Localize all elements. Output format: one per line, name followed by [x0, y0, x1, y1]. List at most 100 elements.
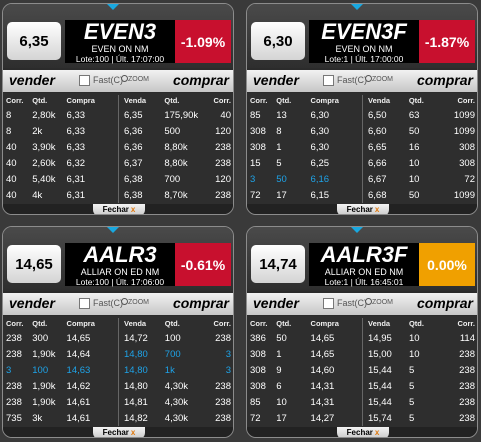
table-row[interactable]: 15,74 5 238: [364, 410, 477, 426]
table-cell: 72: [250, 412, 261, 424]
table-row[interactable]: 308 8 6,30: [247, 123, 361, 139]
column-header: Corr.: [213, 318, 231, 328]
zoom-icon[interactable]: [365, 298, 372, 305]
buy-button[interactable]: comprar: [172, 295, 229, 311]
close-button[interactable]: Fechar x: [337, 204, 389, 214]
table-row[interactable]: 15,44 5 238: [364, 394, 477, 410]
panel-footer: Fechar x: [3, 427, 233, 437]
table-row[interactable]: 6,60 50 1099: [364, 123, 477, 139]
table-row[interactable]: 14,80 4,30k 238: [120, 378, 233, 394]
sell-button[interactable]: vender: [253, 295, 299, 311]
table-row[interactable]: 14,81 4,30k 238: [120, 394, 233, 410]
table-row[interactable]: 85 13 6,30: [247, 107, 361, 123]
fast-label: Fast(C): [337, 298, 367, 308]
change-percent: 0.00%: [419, 243, 475, 286]
table-row[interactable]: 14,72 100 238: [120, 330, 233, 346]
table-cell: 14,95: [368, 332, 392, 344]
close-button[interactable]: Fechar x: [337, 427, 389, 437]
table-row[interactable]: 6,37 8,80k 238: [120, 155, 233, 171]
column-divider: [118, 95, 119, 203]
table-row[interactable]: 6,50 63 1099: [364, 107, 477, 123]
table-row[interactable]: 6,35 175,90k 40: [120, 107, 233, 123]
column-header: Venda: [124, 318, 147, 328]
table-row[interactable]: 238 1,90k 14,61: [3, 394, 117, 410]
table-row[interactable]: 308 1 14,65: [247, 346, 361, 362]
buy-button[interactable]: comprar: [416, 72, 473, 88]
table-cell: 15,00: [368, 348, 392, 360]
close-button[interactable]: Fechar x: [93, 204, 145, 214]
table-row[interactable]: 8 2k 6,33: [3, 123, 117, 139]
table-cell: 8: [276, 125, 282, 137]
table-row[interactable]: 40 4k 6,31: [3, 187, 117, 203]
bid-table: Corr. Qtd. Compra 85 13 6,30 308 8 6,30 308 1 6,30 1…: [247, 93, 361, 203]
table-row[interactable]: 15,44 5 238: [364, 362, 477, 378]
fast-checkbox[interactable]: [79, 75, 90, 86]
table-cell: 238: [6, 396, 22, 408]
table-row[interactable]: 3 50 6,16: [247, 171, 361, 187]
fast-checkbox[interactable]: [79, 298, 90, 309]
table-row[interactable]: 72 17 14,27: [247, 410, 361, 426]
zoom-icon[interactable]: [365, 75, 372, 82]
table-row[interactable]: 40 2,60k 6,32: [3, 155, 117, 171]
zoom-label[interactable]: ZOOM: [128, 76, 149, 83]
table-row[interactable]: 6,38 700 120: [120, 171, 233, 187]
sell-button[interactable]: vender: [9, 72, 55, 88]
buy-button[interactable]: comprar: [172, 72, 229, 88]
table-row[interactable]: 735 3k 14,61: [3, 410, 117, 426]
table-row[interactable]: 15,44 5 238: [364, 378, 477, 394]
table-cell: 50: [408, 125, 420, 137]
order-bar: vender Fast(C) ZOOM comprar: [247, 293, 477, 315]
table-row[interactable]: 308 6 14,31: [247, 378, 361, 394]
ask-side: Venda Qtd. Corr. 6,50 63 1099 6,60 50 1099 6,65 16…: [364, 93, 477, 205]
table-row[interactable]: 6,66 10 308: [364, 155, 477, 171]
table-row[interactable]: 14,82 4,30k 238: [120, 410, 233, 426]
ask-table: Venda Qtd. Corr. 14,95 10 114 15,00 10 238 15,44 5…: [364, 316, 477, 426]
drag-handle-icon[interactable]: [351, 227, 363, 233]
table-row[interactable]: 14,80 1k 3: [120, 362, 233, 378]
buy-button[interactable]: comprar: [416, 295, 473, 311]
table-row[interactable]: 6,36 8,80k 238: [120, 139, 233, 155]
table-row[interactable]: 6,68 50 1099: [364, 187, 477, 203]
sell-button[interactable]: vender: [253, 72, 299, 88]
zoom-label[interactable]: ZOOM: [128, 299, 149, 306]
table-row[interactable]: 8 2,80k 6,33: [3, 107, 117, 123]
table-cell: 17: [276, 189, 287, 201]
zoom-label[interactable]: ZOOM: [372, 299, 393, 306]
zoom-icon[interactable]: [121, 75, 128, 82]
table-row[interactable]: 238 1,90k 14,64: [3, 346, 117, 362]
table-row[interactable]: 15 5 6,25: [247, 155, 361, 171]
table-row[interactable]: 40 5,40k 6,31: [3, 171, 117, 187]
drag-handle-icon[interactable]: [107, 227, 119, 233]
table-row[interactable]: 72 17 6,15: [247, 187, 361, 203]
close-icon: x: [130, 428, 136, 437]
table-row[interactable]: 14,95 10 114: [364, 330, 477, 346]
table-row[interactable]: 40 3,90k 6,33: [3, 139, 117, 155]
table-row[interactable]: 14,80 700 3: [120, 346, 233, 362]
zoom-label[interactable]: ZOOM: [372, 76, 393, 83]
drag-handle-icon[interactable]: [351, 4, 363, 10]
zoom-icon[interactable]: [121, 298, 128, 305]
table-cell: 238: [215, 396, 231, 408]
table-row[interactable]: 6,65 16 308: [364, 139, 477, 155]
drag-handle-icon[interactable]: [107, 4, 119, 10]
table-cell: 40: [6, 157, 17, 169]
table-row[interactable]: 6,38 8,70k 238: [120, 187, 233, 203]
table-row[interactable]: 6,36 500 120: [120, 123, 233, 139]
fast-checkbox[interactable]: [323, 298, 334, 309]
table-row[interactable]: 85 10 14,31: [247, 394, 361, 410]
table-row[interactable]: 6,67 10 72: [364, 171, 477, 187]
table-row[interactable]: 386 50 14,65: [247, 330, 361, 346]
fast-checkbox[interactable]: [323, 75, 334, 86]
table-row[interactable]: 15,00 10 238: [364, 346, 477, 362]
table-row[interactable]: 308 9 14,60: [247, 362, 361, 378]
table-row[interactable]: 238 1,90k 14,62: [3, 378, 117, 394]
table-row[interactable]: 3 100 14,63: [3, 362, 117, 378]
sell-button[interactable]: vender: [9, 295, 55, 311]
table-cell: 8,80k: [164, 157, 188, 169]
table-row[interactable]: 308 1 6,30: [247, 139, 361, 155]
close-button[interactable]: Fechar x: [93, 427, 145, 437]
table-row[interactable]: 238 300 14,65: [3, 330, 117, 346]
table-cell: 85: [250, 396, 261, 408]
table-cell: 6,36: [124, 141, 143, 153]
table-cell: 4k: [32, 189, 43, 201]
